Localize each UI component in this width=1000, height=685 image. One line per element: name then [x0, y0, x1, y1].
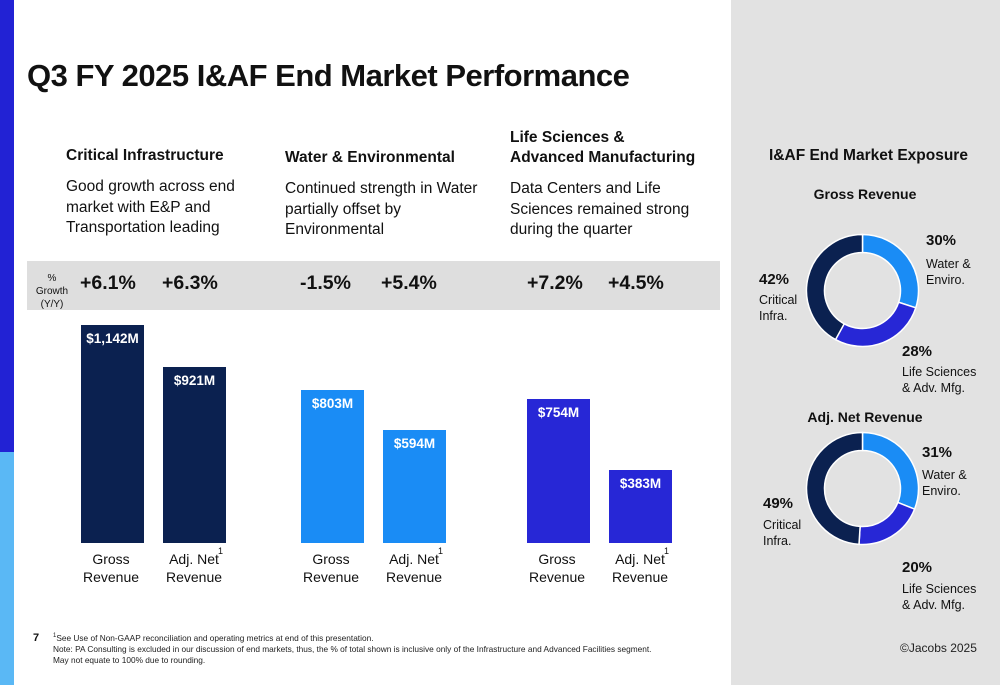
segment-title-life-sciences: Life Sciences & Advanced Manufacturing: [510, 129, 696, 166]
slice-label: Critical Infra.: [759, 293, 798, 323]
donut-slice: [834, 301, 917, 348]
segment-description-water-enviro: Continued strength in Water partially of…: [285, 180, 478, 238]
slice-pct: 42%: [759, 271, 790, 288]
accent-bar-top: [0, 0, 14, 452]
donut-chart-gross: [805, 233, 920, 348]
segment-title-water-enviro: Water & Environmental: [285, 149, 455, 166]
slice-pct: 20%: [902, 559, 933, 576]
footnote-marker: 1: [218, 546, 224, 556]
bar-value-label: $1,142M: [86, 331, 139, 346]
bar-value-label: $921M: [173, 373, 216, 389]
page-number: 7: [33, 632, 40, 644]
accent-bar-bottom: [0, 452, 14, 685]
bar: [383, 429, 446, 543]
growth-value: +4.5%: [608, 272, 664, 294]
growth-label: % Growth (Y/Y): [35, 273, 69, 310]
footnote-marker: 1: [664, 546, 670, 556]
bar-caption: Adj. Net Revenue: [165, 551, 223, 585]
page-title: Q3 FY 2025 I&AF End Market Performance: [27, 58, 630, 93]
segment-title-critical-infra: Critical Infrastructure: [66, 147, 224, 164]
bar-value-label: $803M: [311, 395, 354, 411]
slice-label: Life Sciences & Adv. Mfg.: [902, 365, 977, 395]
footnote-marker: 1: [438, 546, 444, 556]
footnote-marker: 1: [53, 633, 57, 639]
growth-value: +6.3%: [162, 272, 218, 294]
donut-slice: [861, 233, 920, 309]
growth-value: +5.4%: [381, 272, 437, 294]
growth-value: -1.5%: [300, 272, 351, 294]
donut-slice: [861, 431, 920, 511]
donut-slice: [858, 501, 916, 546]
bar: [81, 325, 144, 543]
growth-band: [27, 261, 720, 310]
donut-title-adj-net: Adj. Net Revenue: [807, 409, 923, 425]
bar-value-label: $383M: [619, 475, 662, 491]
slice-label: Water & Enviro.: [922, 468, 967, 498]
segment-description-critical-infra: Good growth across end market with E&P a…: [66, 178, 235, 236]
bar: [609, 469, 672, 543]
bar-caption: Adj. Net Revenue: [385, 551, 443, 585]
footnotes: 1See Use of Non-GAAP reconciliation and …: [53, 632, 652, 665]
bar-caption: Adj. Net Revenue: [611, 551, 669, 585]
slice-pct: 31%: [922, 444, 953, 461]
bar-value-label: $594M: [393, 435, 436, 451]
bar-caption: Gross Revenue: [82, 551, 140, 585]
bar-value-label: $754M: [537, 405, 580, 421]
donut-chart-adj-net: [805, 431, 920, 546]
bar: [301, 389, 364, 543]
slice-label: Critical Infra.: [763, 518, 802, 548]
copyright: ©Jacobs 2025: [900, 641, 977, 655]
slice-label: Life Sciences & Adv. Mfg.: [902, 582, 977, 612]
bar-caption: Gross Revenue: [302, 551, 360, 585]
donut-slice: [805, 431, 864, 546]
bar: [527, 399, 590, 543]
donut-slice: [805, 233, 864, 341]
growth-value: +6.1%: [80, 272, 136, 294]
donut-title-gross: Gross Revenue: [813, 186, 917, 202]
slice-pct: 49%: [763, 495, 794, 512]
growth-value: +7.2%: [527, 272, 583, 294]
bar-caption: Gross Revenue: [528, 551, 586, 585]
bar: [163, 367, 226, 543]
slice-pct: 28%: [902, 343, 933, 360]
exposure-title: I&AF End Market Exposure: [769, 147, 968, 164]
slice-pct: 30%: [926, 232, 957, 249]
slice-label: Water & Enviro.: [926, 257, 971, 287]
segment-description-life-sciences: Data Centers and Life Sciences remained …: [510, 180, 690, 238]
